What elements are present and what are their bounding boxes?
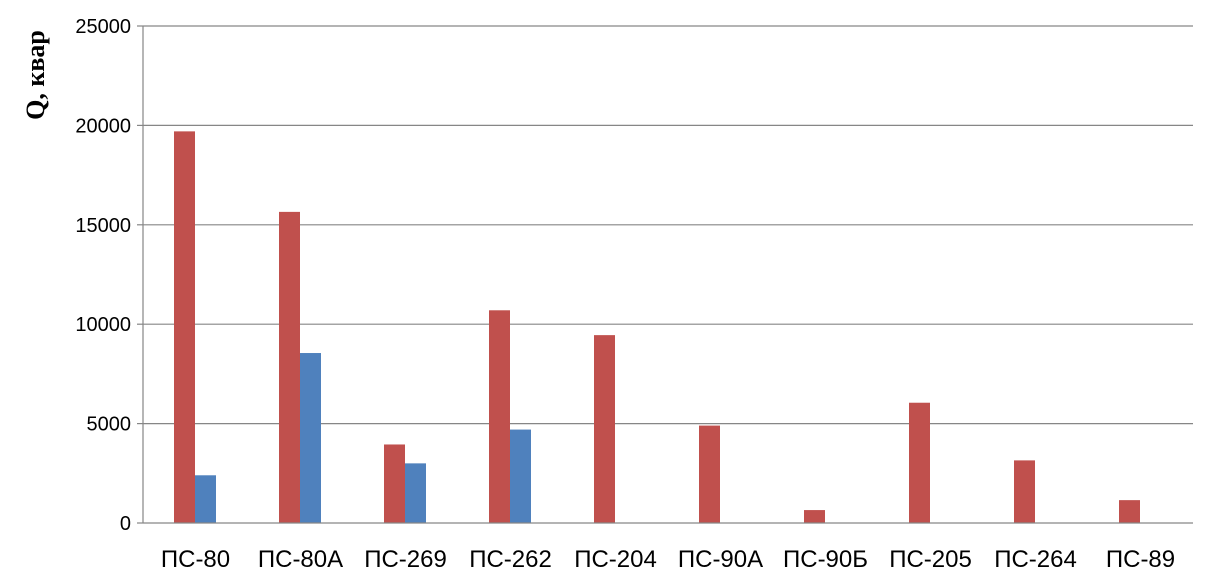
y-tick-label: 20000	[75, 115, 131, 137]
bar	[489, 310, 510, 523]
y-tick-label: 5000	[87, 414, 132, 436]
bar	[279, 211, 300, 524]
y-tick-label: 0	[120, 513, 131, 535]
x-tick-label: ПС-89	[1106, 546, 1175, 573]
bar	[909, 402, 930, 523]
bar	[804, 510, 825, 523]
bars	[174, 131, 1140, 524]
x-tick-label: ПС-205	[889, 546, 972, 573]
x-tick-label: ПС-204	[574, 546, 657, 573]
bar	[1014, 460, 1035, 523]
bar	[300, 353, 321, 523]
x-tick-label: ПС-80	[161, 546, 230, 573]
bar	[405, 463, 426, 523]
y-axis-title: Q, квар	[21, 30, 50, 120]
bar	[384, 444, 405, 523]
x-tick-labels: ПС-80 ПС-80А ПС-269 ПС-262 ПС-204 ПС-90А ПС-90…	[161, 546, 1175, 573]
y-tick-label: 25000	[75, 16, 131, 38]
x-tick-label: ПС-264	[994, 546, 1077, 573]
axes	[137, 25, 1193, 524]
bar	[510, 429, 531, 523]
y-tick-labels: 0 5000 10000 15000 20000 25000	[75, 16, 131, 535]
bar	[594, 335, 615, 523]
bar	[1119, 500, 1140, 523]
bar	[174, 131, 195, 523]
x-tick-label: ПС-90Б	[783, 546, 868, 573]
bar	[699, 425, 720, 523]
y-tick-label: 10000	[75, 314, 131, 336]
x-tick-label: ПС-269	[364, 546, 447, 573]
x-tick-label: ПС-80А	[258, 546, 343, 573]
y-tick-label: 15000	[75, 215, 131, 237]
x-tick-label: ПС-90А	[678, 546, 763, 573]
x-tick-label: ПС-262	[469, 546, 552, 573]
bar	[195, 475, 216, 523]
gridlines	[143, 25, 1193, 425]
